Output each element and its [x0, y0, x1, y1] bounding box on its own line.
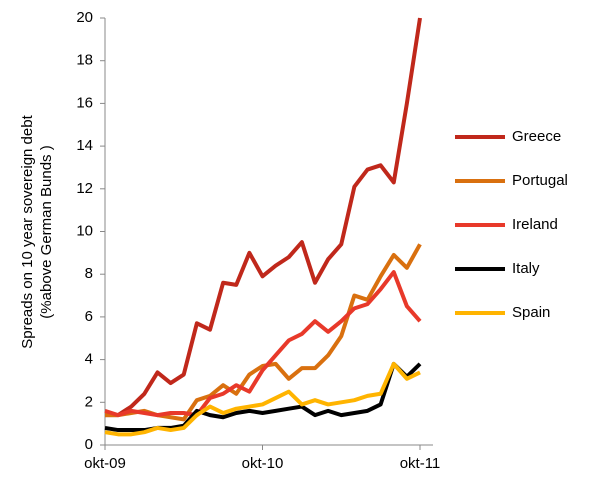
y-tick-label: 2 — [85, 393, 93, 410]
x-tick-label: okt-11 — [400, 455, 441, 472]
legend-label: Portugal — [512, 172, 568, 189]
y-tick-label: 18 — [76, 52, 93, 69]
y-tick-label: 20 — [76, 9, 93, 26]
y-tick-label: 8 — [85, 265, 93, 282]
y-tick-label: 4 — [85, 351, 93, 368]
legend-label: Spain — [512, 304, 550, 321]
y-tick-label: 16 — [76, 94, 93, 111]
y-axis-label: (%above German Bunds ) — [38, 145, 55, 318]
legend-label: Ireland — [512, 216, 558, 233]
legend-label: Italy — [512, 260, 540, 277]
y-tick-label: 6 — [85, 308, 93, 325]
y-axis-label: Spreads on 10 year sovereign debt — [19, 114, 36, 348]
y-tick-label: 12 — [76, 180, 93, 197]
y-tick-label: 14 — [76, 137, 93, 154]
series-line — [104, 270, 422, 418]
series-line — [105, 17, 422, 418]
series-line — [104, 361, 421, 437]
y-tick-label: 0 — [85, 436, 93, 453]
y-tick-label: 10 — [76, 222, 93, 239]
x-tick-label: okt-09 — [84, 455, 126, 472]
x-tick-label: okt-10 — [242, 455, 284, 472]
legend-label: Greece — [512, 128, 561, 145]
